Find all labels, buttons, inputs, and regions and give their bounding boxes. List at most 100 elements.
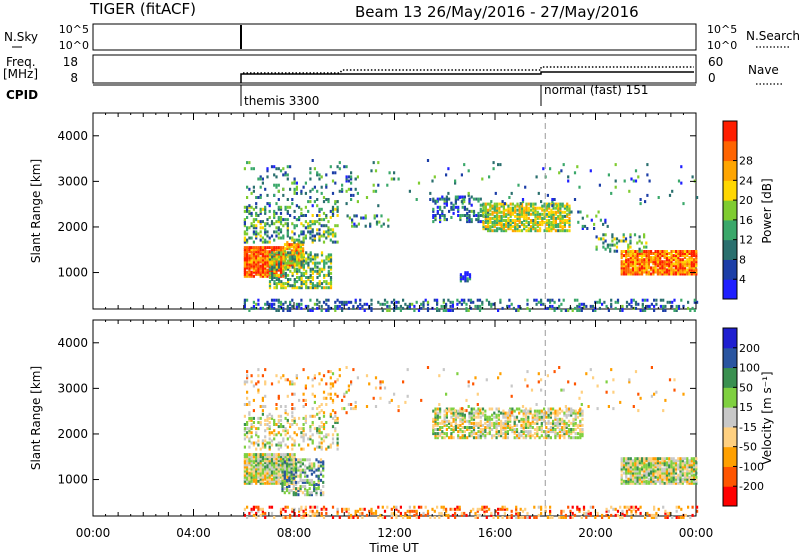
data-cell (248, 400, 251, 404)
data-cell (298, 286, 301, 290)
data-cell (318, 232, 321, 236)
data-cell (327, 230, 330, 234)
data-cell (288, 476, 291, 480)
data-cell (581, 423, 584, 427)
data-cell (264, 209, 267, 213)
data-cell (491, 221, 494, 224)
data-cell (252, 224, 255, 228)
data-cell (248, 264, 251, 268)
data-cell (482, 202, 485, 206)
data-cell (639, 511, 642, 515)
data-cell (277, 282, 281, 286)
data-cell (327, 259, 330, 263)
data-cell (279, 473, 283, 477)
data-cell (681, 465, 684, 469)
data-cell (487, 225, 490, 229)
data-cell (622, 457, 626, 461)
data-cell (695, 463, 698, 467)
data-cell (695, 258, 698, 262)
data-cell (540, 428, 543, 431)
data-cell (270, 461, 274, 465)
data-cell (524, 421, 528, 425)
data-cell (268, 271, 272, 275)
data-cell (652, 475, 655, 479)
data-cell (500, 216, 503, 220)
data-cell (243, 272, 246, 276)
data-cell (509, 202, 512, 206)
data-cell (686, 475, 689, 479)
data-cell (277, 469, 280, 473)
data-cell (248, 416, 251, 420)
data-cell (679, 481, 682, 485)
data-cell (652, 272, 655, 276)
data-cell (440, 511, 443, 515)
data-cell (442, 505, 445, 509)
data-cell (679, 477, 682, 481)
data-cell (500, 223, 503, 227)
data-cell (498, 219, 501, 222)
data-cell (291, 271, 294, 275)
data-cell (681, 250, 684, 253)
data-cell (681, 252, 684, 255)
data-cell (554, 229, 557, 233)
data-cell (302, 447, 305, 451)
data-cell (329, 271, 333, 275)
data-cell (252, 306, 255, 310)
data-cell (293, 267, 296, 271)
data-cell (468, 273, 472, 277)
data-cell (674, 469, 678, 473)
data-cell (439, 421, 442, 425)
data-cell (511, 225, 514, 229)
data-cell (546, 306, 549, 310)
data-cell (325, 421, 328, 424)
data-cell (565, 415, 568, 419)
data-cell (520, 210, 524, 214)
data-cell (393, 298, 396, 302)
data-cell (304, 384, 307, 388)
data-cell (273, 459, 276, 463)
data-cell (243, 429, 246, 433)
data-cell (318, 236, 321, 240)
data-cell (627, 469, 630, 473)
data-cell (650, 272, 653, 276)
data-cell (523, 206, 526, 210)
data-cell (572, 430, 575, 434)
data-cell (336, 207, 339, 211)
data-cell (284, 205, 287, 209)
data-cell (350, 193, 353, 197)
data-cell (536, 419, 539, 423)
data-cell (291, 414, 294, 418)
data-cell (497, 309, 500, 312)
data-cell (579, 210, 582, 214)
data-cell (493, 426, 496, 429)
data-cell (679, 252, 682, 255)
data-cell (622, 461, 626, 465)
data-cell (282, 457, 285, 461)
data-cell (539, 221, 542, 224)
data-cell (645, 469, 648, 473)
data-cell (684, 513, 687, 517)
data-cell (386, 309, 389, 312)
data-cell (252, 459, 255, 463)
data-cell (625, 511, 629, 515)
data-cell (266, 202, 269, 206)
data-cell (499, 298, 502, 302)
data-cell (273, 173, 276, 177)
data-cell (605, 509, 608, 513)
data-cell (316, 306, 319, 310)
data-cell (622, 235, 625, 239)
data-cell (631, 463, 635, 467)
colorbar-swatch (723, 160, 737, 181)
data-cell (402, 516, 405, 519)
data-cell (599, 218, 602, 222)
data-cell (292, 458, 295, 462)
data-cell (327, 234, 330, 238)
data-cell (570, 409, 573, 413)
data-cell (605, 304, 608, 308)
data-cell (325, 302, 328, 306)
data-cell (445, 509, 448, 513)
data-cell (257, 252, 260, 256)
data-cell (564, 516, 567, 519)
data-cell (288, 480, 291, 484)
